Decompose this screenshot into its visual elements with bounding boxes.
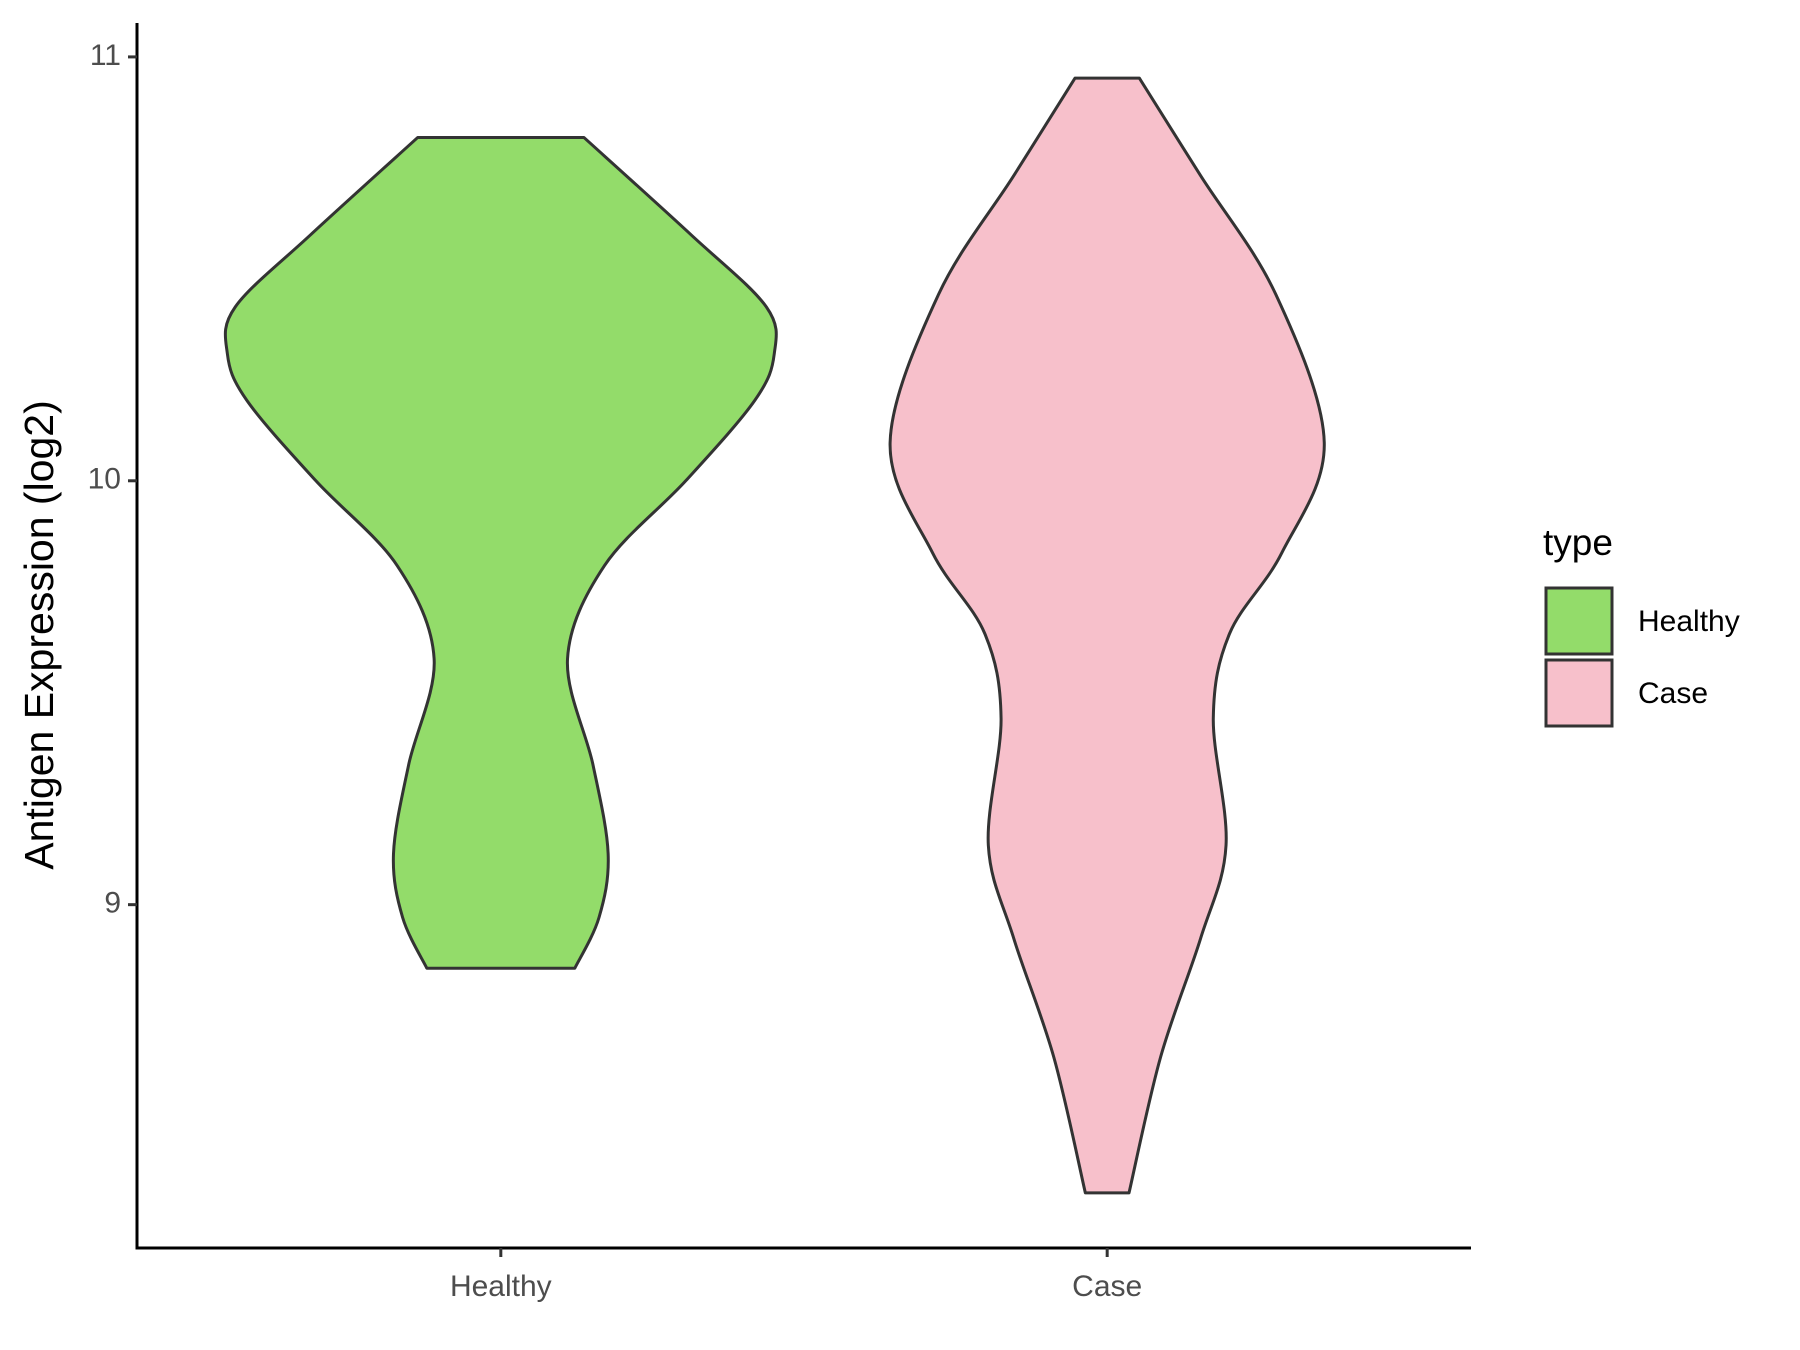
- legend-title: type: [1543, 522, 1613, 563]
- legend-label: Healthy: [1638, 605, 1740, 638]
- legend-label: Case: [1638, 677, 1708, 710]
- y-tick-label: 9: [104, 887, 121, 920]
- violin: [888, 76, 1326, 1195]
- y-tick-label: 10: [88, 463, 121, 496]
- legend-key: [1544, 586, 1614, 656]
- y-tick-label: 11: [90, 39, 121, 72]
- x-tick-label: Case: [1072, 1270, 1142, 1303]
- violin: [223, 135, 778, 970]
- x-tick-label: Healthy: [450, 1270, 552, 1303]
- y-axis-title: Antigen Expression (log2): [16, 400, 62, 869]
- legend-key: [1544, 658, 1614, 728]
